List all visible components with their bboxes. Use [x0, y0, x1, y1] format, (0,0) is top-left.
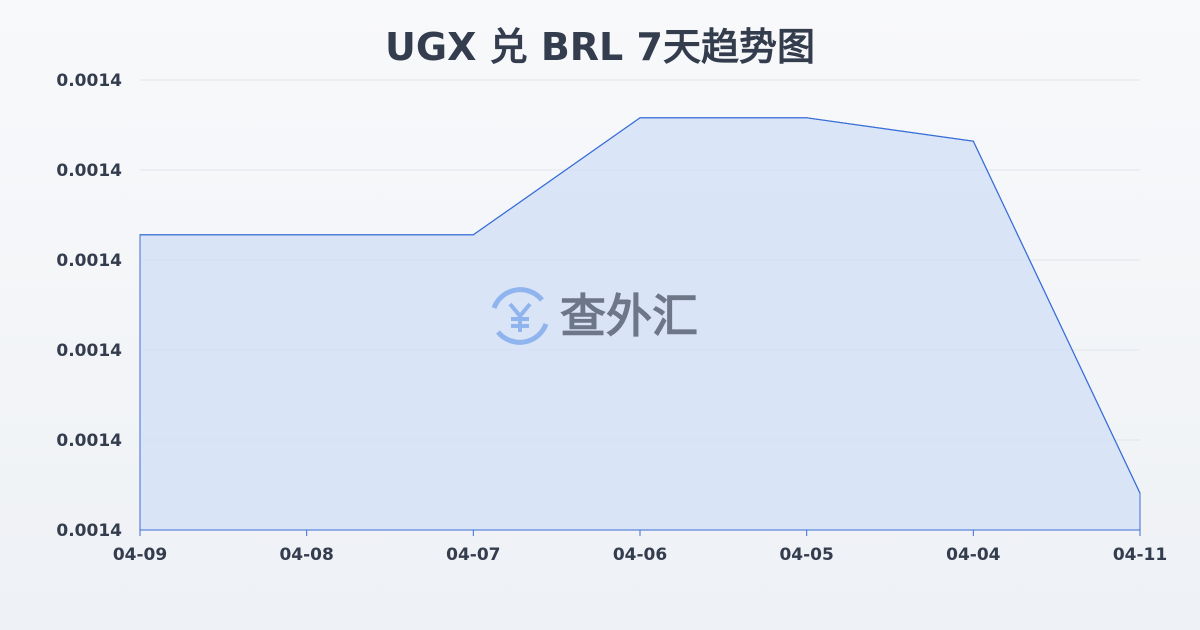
data-point: [1139, 492, 1141, 494]
data-point: [472, 234, 474, 236]
y-tick-label: 0.0014: [56, 431, 122, 451]
x-tick-label: 04-05: [779, 545, 833, 565]
data-point: [139, 234, 141, 236]
data-point: [806, 117, 808, 119]
x-tick-label: 04-11: [1113, 545, 1167, 565]
watermark-text: 查外汇: [560, 289, 698, 343]
yen-exchange-icon: [491, 287, 549, 345]
x-tick-label: 04-04: [946, 545, 1001, 565]
y-tick-label: 0.0014: [56, 341, 122, 361]
chart-title: UGX 兑 BRL 7天趋势图: [385, 25, 815, 69]
y-tick-label: 0.0014: [56, 521, 122, 541]
x-axis: 04-09 04-08 04-07 04-06 04-05 04-04 04-11: [113, 530, 1167, 565]
x-tick-label: 04-06: [613, 545, 667, 565]
y-tick-label: 0.0014: [56, 161, 122, 181]
x-tick-label: 04-09: [113, 545, 167, 565]
y-tick-label: 0.0014: [56, 251, 122, 271]
x-tick-label: 04-07: [446, 545, 500, 565]
y-axis: 0.0014 0.0014 0.0014 0.0014 0.0014 0.0014: [56, 71, 122, 541]
watermark: 查外汇: [491, 287, 698, 345]
data-point: [972, 140, 974, 142]
data-point: [306, 234, 308, 236]
data-point: [639, 117, 641, 119]
x-tick-label: 04-08: [279, 545, 333, 565]
y-tick-label: 0.0014: [56, 71, 122, 91]
